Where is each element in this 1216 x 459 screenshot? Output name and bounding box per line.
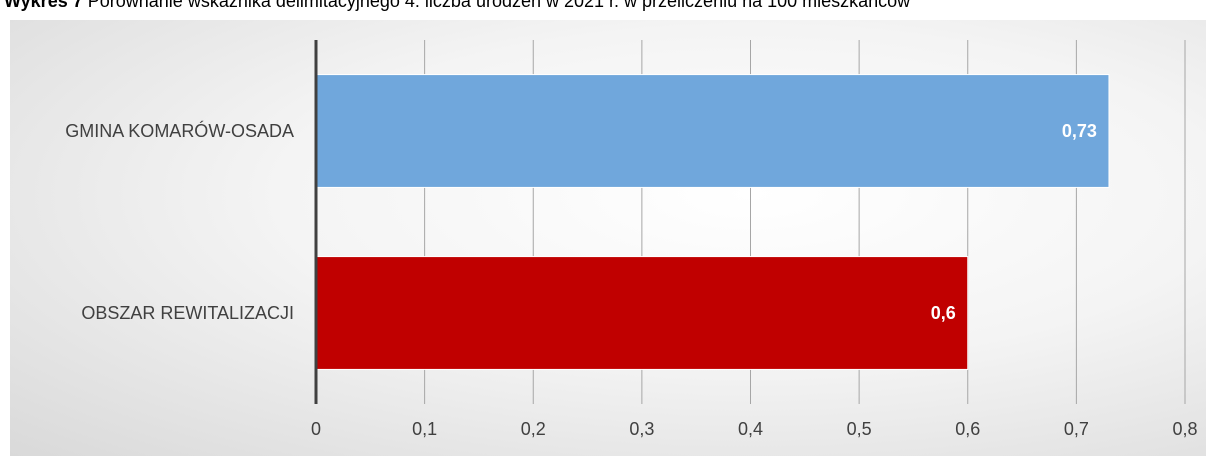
- chart-panel: 0,73 GMINA KOMARÓW-OSADA 0,6 OBSZAR REWITAL…: [10, 20, 1206, 456]
- x-tick-label-4: 0,4: [738, 419, 763, 439]
- bar-2: [315, 256, 969, 370]
- caption-text: Porównanie wskaźnika delimitacyjnego 4: …: [87, 0, 911, 11]
- x-tick-label-0: 0: [311, 419, 321, 439]
- category-label-2: OBSZAR REWITALIZACJI: [81, 303, 294, 323]
- x-tick-label-2: 0,2: [521, 419, 546, 439]
- caption-lead: Wykres 7: [4, 0, 83, 11]
- category-label-1: GMINA KOMARÓW-OSADA: [65, 120, 294, 141]
- x-tick-label-7: 0,7: [1064, 419, 1089, 439]
- data-label-2: 0,6: [931, 303, 956, 323]
- bar-1: [315, 74, 1110, 188]
- x-tick-label-6: 0,6: [955, 419, 980, 439]
- x-tick-label-5: 0,5: [847, 419, 872, 439]
- x-tick-label-8: 0,8: [1172, 419, 1197, 439]
- x-tick-label-1: 0,1: [412, 419, 437, 439]
- x-tick-label-3: 0,3: [629, 419, 654, 439]
- data-label-1: 0,73: [1062, 121, 1097, 141]
- chart-caption: Wykres 7 Porównanie wskaźnika delimitacy…: [4, 0, 910, 12]
- bar-chart: 0,73 GMINA KOMARÓW-OSADA 0,6 OBSZAR REWITAL…: [65, 40, 1198, 439]
